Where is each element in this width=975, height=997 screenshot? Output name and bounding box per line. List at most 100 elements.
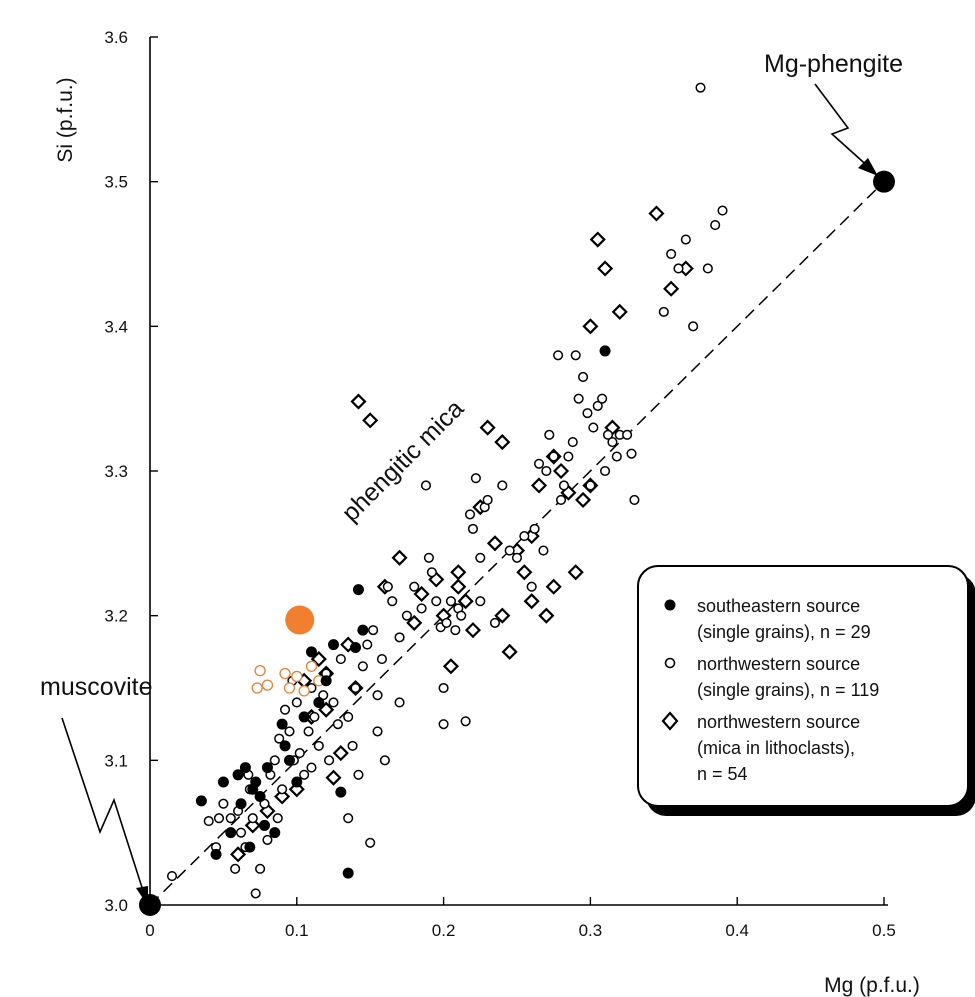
data-point-open-circle	[372, 726, 383, 737]
data-point-open-circle	[467, 523, 479, 534]
data-point-open-circle	[309, 711, 320, 722]
data-point-open-circle	[438, 719, 449, 730]
legend-marker-filled-circle	[664, 599, 676, 611]
data-point-open-circle	[416, 603, 427, 614]
data-point-open-circle	[710, 220, 721, 231]
data-point-open-diamond	[244, 817, 261, 834]
legend-entry-1-line-1: southeastern source	[697, 596, 860, 616]
data-point-open-diamond	[663, 280, 680, 297]
data-point-filled-circle	[320, 675, 332, 687]
data-point-open-circle	[538, 545, 549, 556]
data-point-open-circle	[475, 552, 486, 563]
data-point-open-diamond	[406, 614, 423, 631]
y-tick-label: 3.5	[104, 173, 128, 192]
data-point-open-circle	[441, 617, 452, 628]
data-point-filled-circle	[269, 827, 281, 839]
data-point-open-circle	[332, 719, 343, 730]
data-point-filled-circle	[350, 641, 362, 653]
data-point-open-circle	[272, 813, 283, 824]
data-point-open-circle	[611, 451, 622, 462]
data-point-filled-circle	[352, 584, 364, 596]
data-point-filled-circle	[599, 345, 611, 357]
data-point-filled-circle	[357, 624, 369, 636]
data-point-open-circle	[717, 205, 728, 216]
y-axis-label: Si (p.f.u.)	[54, 77, 77, 162]
data-point-filled-circle	[298, 711, 310, 723]
data-point-open-circle	[497, 480, 508, 491]
legend-entry-1-line-2: (single grains), n = 29	[697, 622, 871, 642]
data-point-open-circle	[255, 863, 266, 874]
data-point-open-circle	[673, 263, 684, 274]
data-point-open-diamond	[457, 593, 474, 610]
data-point-open-circle	[230, 863, 241, 874]
data-point-open-circle	[394, 697, 405, 708]
data-point-open-circle	[602, 429, 614, 440]
data-point-open-circle	[548, 451, 559, 462]
legend-marker-open-circle	[664, 657, 676, 669]
data-point-open-diamond	[479, 419, 496, 436]
data-point-open-diamond	[350, 393, 367, 410]
x-axis-label: Mg (p.f.u.)	[824, 974, 920, 997]
data-point-open-diamond	[516, 564, 533, 581]
data-point-open-circle	[695, 82, 706, 93]
data-point-filled-circle	[259, 819, 271, 831]
data-point-filled-circle	[210, 848, 222, 860]
annotation-phengitic-mica: phengitic mica	[336, 394, 469, 527]
muscovite-arrow	[61, 717, 148, 906]
data-point-open-circle	[666, 248, 677, 260]
legend-marker-open-diamond	[661, 711, 679, 731]
data-point-open-circle	[544, 429, 555, 440]
data-point-open-diamond	[332, 745, 349, 762]
data-point-open-circle	[420, 480, 432, 491]
data-point-open-circle	[578, 371, 589, 383]
data-point-open-circle	[394, 632, 405, 643]
data-point-open-circle	[438, 682, 449, 694]
data-point-open-circle	[262, 834, 273, 845]
x-tick-label: 0.2	[432, 921, 456, 940]
data-point-open-circle	[450, 625, 461, 636]
data-point-filled-circle	[250, 776, 262, 788]
tick-labels: 0 0.1 0.2 0.3 0.4 0.5 3.0 3.1 3.2 3.3 3.4 3.5 3.6	[104, 28, 895, 940]
data-point-small-open-circle	[305, 660, 318, 672]
annotation-muscovite: muscovite	[40, 673, 153, 701]
legend: southeastern source (single grains), n =…	[637, 565, 975, 816]
data-point-open-circle	[382, 581, 393, 592]
data-point-open-circle	[324, 755, 335, 766]
data-point-open-circle	[597, 393, 608, 404]
data-point-open-diamond	[391, 549, 408, 566]
data-point-filled-circle	[254, 791, 266, 802]
annotation-mg-phengite: Mg-phengite	[764, 50, 903, 78]
legend-entry-2-line-2: (single grains), n = 119	[697, 680, 879, 700]
data-point-open-circle	[526, 581, 537, 592]
data-point-small-open-circle	[254, 664, 266, 677]
data-point-open-circle	[294, 748, 305, 759]
data-point-open-circle	[688, 321, 699, 332]
data-point-open-circle	[365, 837, 376, 848]
data-point-open-diamond	[450, 564, 467, 581]
y-tick-label: 3.4	[104, 317, 128, 336]
x-tick-label: 0.5	[872, 921, 896, 940]
y-tick-label: 3.3	[104, 462, 128, 481]
data-point-open-diamond	[648, 205, 665, 222]
data-point-open-diamond	[552, 462, 570, 480]
data-point-open-diamond	[318, 701, 335, 718]
data-point-open-circle	[482, 494, 493, 505]
data-point-open-diamond	[486, 535, 504, 552]
data-point-open-circle	[350, 682, 361, 694]
data-point-open-circle	[658, 306, 669, 317]
data-point-open-circle	[409, 581, 420, 592]
data-point-open-diamond	[325, 769, 342, 786]
x-tick-label: 0.3	[579, 921, 603, 940]
data-point-filled-circle	[261, 762, 273, 774]
data-point-small-open-circle	[279, 667, 291, 680]
x-tick-label: 0.4	[725, 921, 749, 940]
data-point-open-circle	[247, 813, 258, 824]
data-point-small-open-circle	[251, 682, 263, 694]
data-point-open-diamond	[567, 564, 584, 581]
data-point-open-circle	[376, 654, 387, 665]
data-point-open-circle	[426, 567, 437, 578]
data-point-small-open-circle	[298, 685, 310, 697]
legend-entry-3-line-3: n = 54	[697, 764, 748, 784]
data-point-filled-circle	[225, 827, 237, 839]
